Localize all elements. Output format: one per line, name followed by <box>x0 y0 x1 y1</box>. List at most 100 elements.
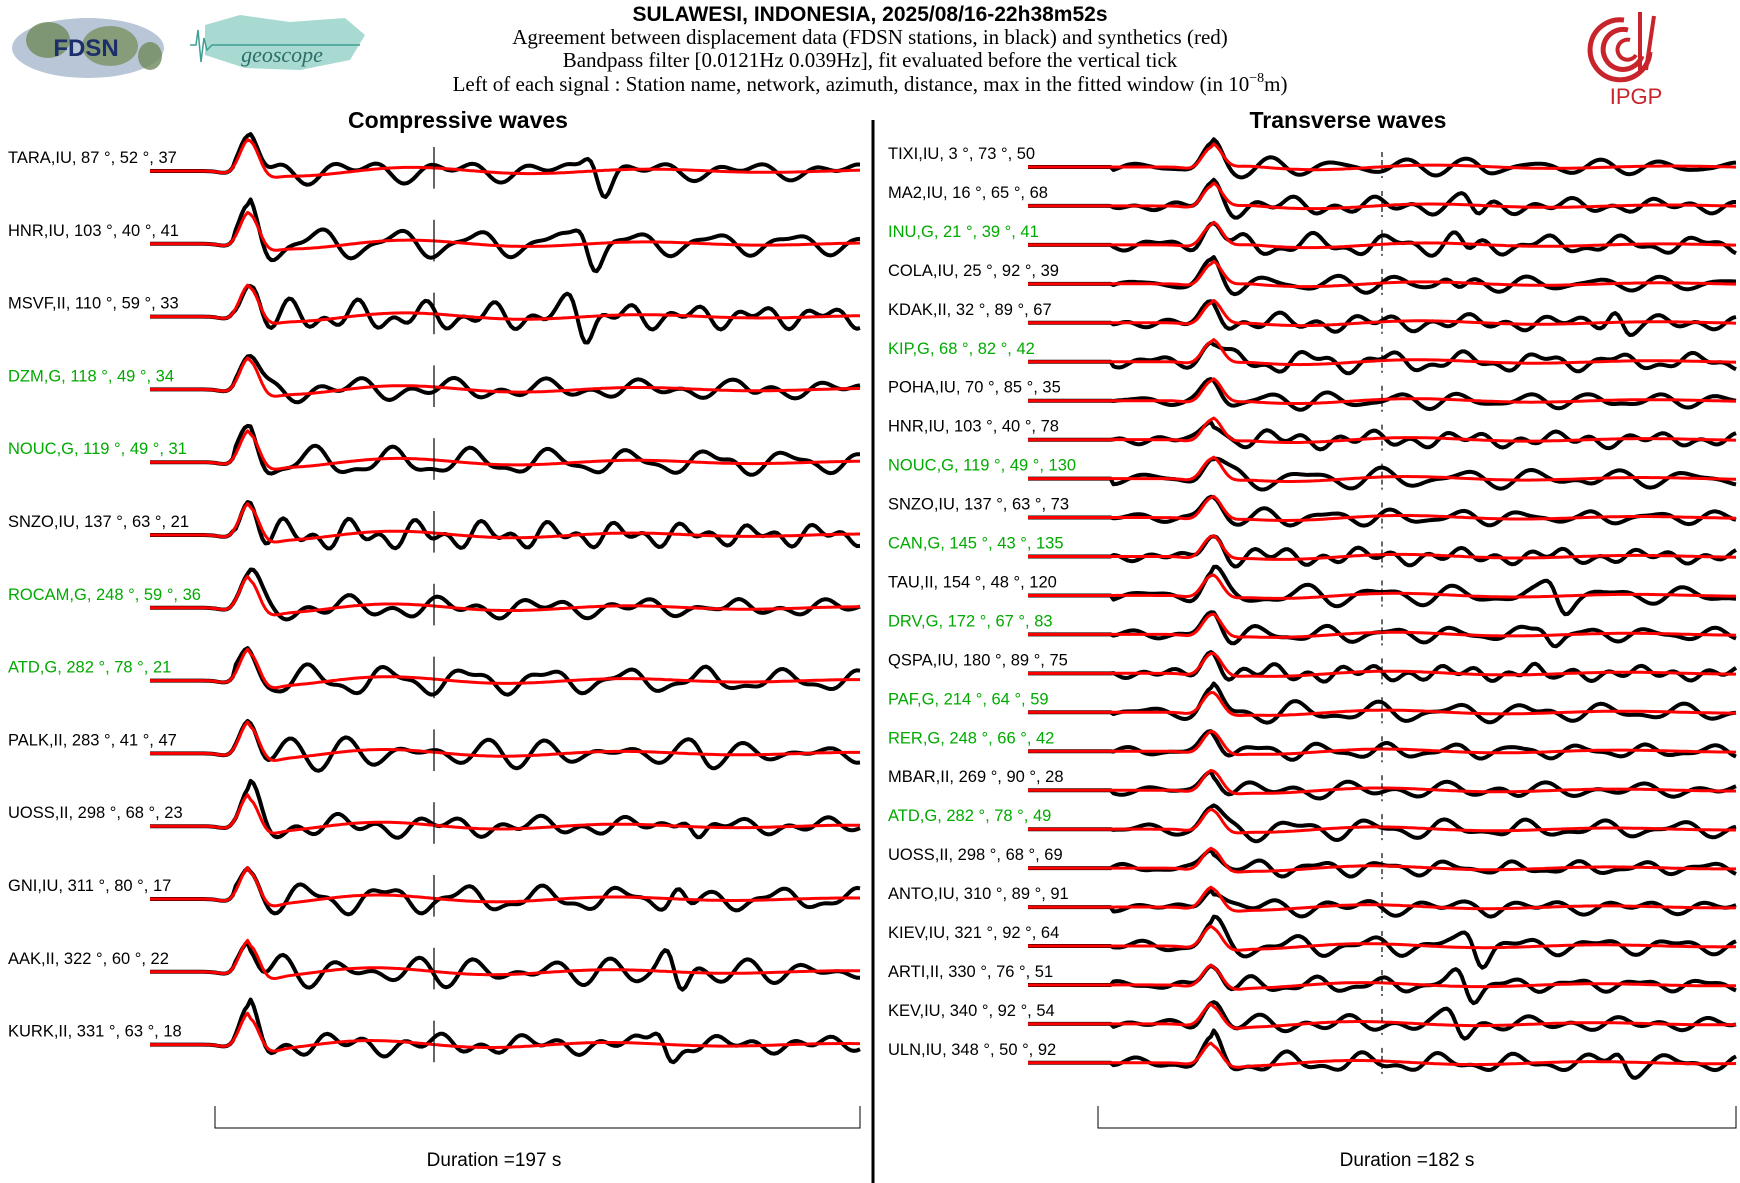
station-label: NOUC,G, 119 °, 49 °, 31 <box>8 440 187 458</box>
station-label: TAU,II, 154 °, 48 °, 120 <box>888 573 1057 591</box>
station-label: POHA,IU, 70 °, 85 °, 35 <box>888 379 1061 397</box>
subtitle-line3-prefix: Left of each signal : Station name, netw… <box>453 72 1250 96</box>
trace-synthetic <box>150 938 860 980</box>
trace-synthetic <box>1028 142 1737 172</box>
trace-data <box>1028 377 1737 412</box>
trace-synthetic <box>150 720 860 762</box>
station-label: MSVF,II, 110 °, 59 °, 33 <box>8 295 179 313</box>
trace-data <box>150 423 861 477</box>
station-label: SNZO,IU, 137 °, 63 °, 21 <box>8 513 189 531</box>
trace-synthetic <box>1028 534 1736 561</box>
trace-synthetic <box>1028 1041 1737 1069</box>
trace-synthetic <box>1028 259 1736 289</box>
trace-synthetic <box>150 866 860 908</box>
duration-label-compressive: Duration =197 s <box>427 1150 562 1171</box>
trace-data <box>150 940 861 992</box>
station-label: ANTO,IU, 310 °, 89 °, 91 <box>888 885 1069 903</box>
trace-synthetic <box>1028 338 1737 367</box>
trace-synthetic <box>150 210 861 252</box>
station-label: AAK,II, 322 °, 60 °, 22 <box>8 950 169 968</box>
subtitle-line1: Agreement between displacement data (FDS… <box>512 25 1228 49</box>
trace-data <box>150 132 860 200</box>
station-label: KIP,G, 68 °, 82 °, 42 <box>888 340 1035 358</box>
trace-data <box>150 997 861 1065</box>
station-label: PAF,G, 214 °, 64 °, 59 <box>888 690 1049 708</box>
trace-data <box>150 500 861 551</box>
trace-data <box>150 646 861 697</box>
trace-synthetic <box>1028 494 1736 522</box>
trace-synthetic <box>1028 377 1737 405</box>
trace-synthetic <box>1028 846 1736 874</box>
figure-title: SULAWESI, INDONESIA, 2025/08/16-22h38m52… <box>632 3 1107 26</box>
trace-synthetic <box>1028 416 1737 444</box>
trace-data <box>150 567 861 622</box>
trace-data <box>150 719 861 773</box>
trace-synthetic <box>150 647 860 690</box>
station-label: NOUC,G, 119 °, 49 °, 130 <box>888 457 1076 475</box>
trace-data <box>1028 1028 1737 1080</box>
station-label: KEV,IU, 340 °, 92 °, 54 <box>888 1002 1055 1020</box>
subtitle-line3: Left of each signal : Station name, netw… <box>453 71 1288 96</box>
station-label: TARA,IU, 87 °, 52 °, 37 <box>8 149 177 167</box>
trace-data <box>150 354 861 405</box>
trace-synthetic <box>1028 1002 1737 1030</box>
trace-synthetic <box>150 429 860 471</box>
trace-synthetic <box>150 502 860 544</box>
station-label: QSPA,IU, 180 °, 89 °, 75 <box>888 651 1068 669</box>
station-label: HNR,IU, 103 °, 40 °, 41 <box>8 222 179 240</box>
station-label: MBAR,II, 269 °, 90 °, 28 <box>888 768 1064 786</box>
trace-synthetic <box>150 1011 860 1053</box>
geoscope-logo-text: geoscope <box>241 42 323 67</box>
trace-synthetic <box>1028 181 1737 211</box>
trace-data <box>1028 729 1737 762</box>
station-label: UOSS,II, 298 °, 68 °, 69 <box>888 846 1063 864</box>
trace-data <box>150 866 861 917</box>
trace-synthetic <box>150 356 860 398</box>
fdsn-logo: FDSN <box>12 18 164 78</box>
station-label: GNI,IU, 311 °, 80 °, 17 <box>8 877 171 895</box>
subtitle-line2: Bandpass filter [0.0121Hz 0.039Hz], fit … <box>563 48 1178 72</box>
trace-data <box>150 284 861 345</box>
station-label: RER,G, 248 °, 66 °, 42 <box>888 729 1054 747</box>
station-label: UOSS,II, 298 °, 68 °, 23 <box>8 804 183 822</box>
station-label: ATD,G, 282 °, 78 °, 49 <box>888 807 1051 825</box>
station-label: INU,G, 21 °, 39 °, 41 <box>888 223 1039 241</box>
station-label: KURK,II, 331 °, 63 °, 18 <box>8 1023 182 1041</box>
trace-data <box>1028 221 1737 258</box>
duration-bracket <box>214 1106 861 1129</box>
station-label: CAN,G, 145 °, 43 °, 135 <box>888 535 1064 553</box>
trace-synthetic <box>1028 298 1737 328</box>
geoscope-logo: geoscope <box>190 15 365 70</box>
trace-synthetic <box>150 138 860 179</box>
station-label: DRV,G, 172 °, 67 °, 83 <box>888 612 1053 630</box>
station-label: TIXI,IU, 3 °, 73 °, 50 <box>888 145 1035 163</box>
duration-bracket <box>1097 1106 1737 1129</box>
trace-data <box>150 197 861 274</box>
station-label: ARTI,II, 330 °, 76 °, 51 <box>888 963 1053 981</box>
trace-data <box>150 778 861 840</box>
station-label: PALK,II, 283 °, 41 °, 47 <box>8 731 177 749</box>
station-label: COLA,IU, 25 °, 92 °, 39 <box>888 262 1059 280</box>
panel-transverse: TIXI,IU, 3 °, 73 °, 50 MA2,IU, 16 °, 65 °… <box>888 137 1738 1129</box>
subtitle-line3-suffix: m) <box>1264 72 1287 96</box>
trace-synthetic <box>1028 455 1736 483</box>
ipgp-logo: IPGP <box>1587 12 1663 109</box>
station-label: HNR,IU, 103 °, 40 °, 78 <box>888 418 1059 436</box>
fdsn-logo-text: FDSN <box>53 35 118 62</box>
station-label: DZM,G, 118 °, 49 °, 34 <box>8 367 174 385</box>
trace-synthetic <box>150 574 860 617</box>
duration-label-transverse: Duration =182 s <box>1340 1150 1475 1171</box>
station-label: KDAK,II, 32 °, 89 °, 67 <box>888 301 1052 319</box>
trace-synthetic <box>150 793 860 835</box>
panel-title-transverse: Transverse waves <box>1250 107 1447 133</box>
panel-title-compressive: Compressive waves <box>348 107 568 133</box>
subtitle-line3-exponent: −8 <box>1249 71 1264 86</box>
trace-synthetic <box>150 283 861 325</box>
trace-synthetic <box>1028 573 1737 600</box>
station-label: SNZO,IU, 137 °, 63 °, 73 <box>888 496 1069 514</box>
station-label: ATD,G, 282 °, 78 °, 21 <box>8 659 171 677</box>
station-label: MA2,IU, 16 °, 65 °, 68 <box>888 184 1048 202</box>
panel-compressive: TARA,IU, 87 °, 52 °, 37 HNR,IU, 103 °, 40… <box>8 132 861 1129</box>
ipgp-logo-text: IPGP <box>1610 84 1663 109</box>
